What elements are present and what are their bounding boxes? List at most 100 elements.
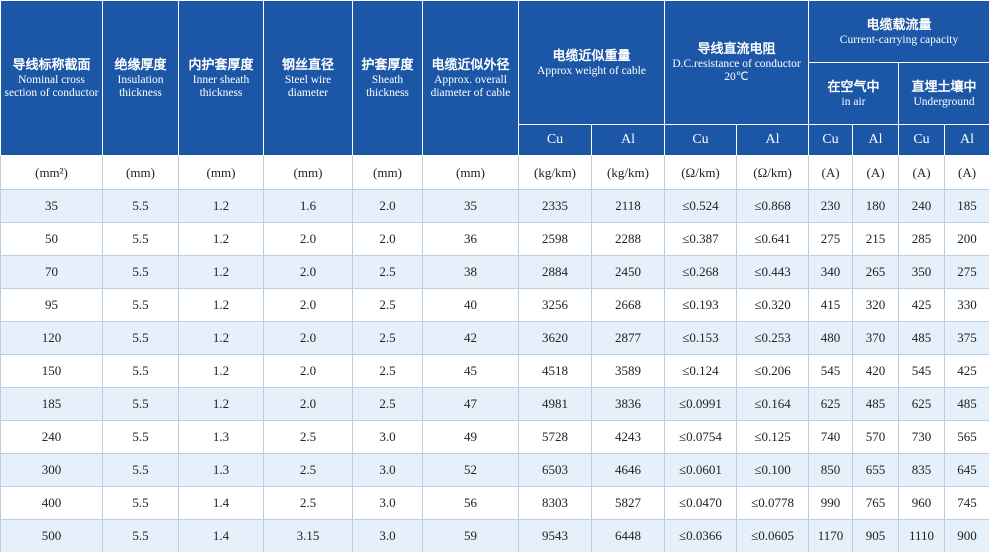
data-cell: 2335: [518, 189, 592, 223]
data-cell: 1.2: [178, 255, 264, 289]
data-cell: 240: [898, 189, 946, 223]
data-cell: ≤0.387: [664, 222, 737, 256]
data-cell: ≤0.124: [664, 354, 737, 388]
data-cell: 2.5: [263, 453, 353, 487]
data-cell: 50: [0, 222, 103, 256]
data-cell: ≤0.164: [735, 387, 810, 421]
data-cell: 485: [852, 387, 900, 421]
data-cell: 3620: [518, 321, 592, 355]
data-cell: 4981: [518, 387, 592, 421]
data-cell: 4518: [518, 354, 592, 388]
data-cell: 2.5: [352, 321, 423, 355]
data-cell: 3.0: [352, 519, 423, 552]
unit-cell: (mm): [263, 155, 353, 190]
data-cell: 835: [898, 453, 946, 487]
data-cell: 5.5: [102, 519, 179, 552]
table-row: 70 5.5 1.2 2.0 2.5 38 2884 2450 ≤0.268 ≤0.443 340 2…: [0, 255, 989, 289]
data-cell: 2288: [591, 222, 665, 256]
data-cell: 59: [422, 519, 519, 552]
data-cell: 545: [898, 354, 946, 388]
table-row: 50 5.5 1.2 2.0 2.0 36 2598 2288 ≤0.387 ≤0.641 275 2…: [0, 222, 989, 256]
data-cell: 625: [898, 387, 946, 421]
data-cell: 1.2: [178, 189, 264, 223]
data-cell: 905: [852, 519, 900, 552]
header-zh: 钢丝直径: [281, 57, 334, 73]
unit-cell: (mm): [102, 155, 179, 190]
data-cell: 9543: [518, 519, 592, 552]
data-cell: 5.5: [102, 420, 179, 454]
data-cell: 1.3: [178, 420, 264, 454]
data-cell: 2.0: [263, 387, 353, 421]
table-row: 95 5.5 1.2 2.0 2.5 40 3256 2668 ≤0.193 ≤0.320 415 3…: [0, 288, 989, 322]
data-cell: 400: [0, 486, 103, 520]
data-cell: ≤0.641: [735, 222, 810, 256]
table-row: 在空气中 in air 直埋土壤中 Underground: [1, 62, 989, 125]
data-cell: 655: [852, 453, 900, 487]
data-cell: 2.0: [352, 189, 423, 223]
data-cell: 2598: [518, 222, 592, 256]
table-row: 400 5.5 1.4 2.5 3.0 56 8303 5827 ≤0.0470 ≤0.0778 9…: [0, 486, 989, 520]
data-cell: 2884: [518, 255, 592, 289]
column-header: 钢丝直径 Steel wire diameter: [263, 0, 353, 156]
header-en: Approx weight of cable: [537, 64, 646, 77]
data-cell: 5728: [518, 420, 592, 454]
data-cell: 3256: [518, 288, 592, 322]
table-row: 导线标称截面 Nominal cross section of conductor…: [0, 0, 989, 156]
material-header: Al: [735, 124, 810, 156]
unit-cell: (A): [898, 155, 946, 190]
data-cell: 36: [422, 222, 519, 256]
data-cell: 485: [944, 387, 989, 421]
data-cell: 1.3: [178, 453, 264, 487]
data-cell: ≤0.443: [735, 255, 810, 289]
data-cell: 1170: [808, 519, 854, 552]
data-cell: 4243: [591, 420, 665, 454]
data-cell: 185: [0, 387, 103, 421]
table-row: 300 5.5 1.3 2.5 3.0 52 6503 4646 ≤0.0601 ≤0.100 85…: [0, 453, 989, 487]
header-zh: 护套厚度: [361, 57, 414, 73]
data-cell: 545: [808, 354, 854, 388]
data-cell: 3.0: [352, 453, 423, 487]
data-cell: 265: [852, 255, 900, 289]
material-header: Al: [591, 124, 665, 156]
data-cell: 1.2: [178, 288, 264, 322]
table-row: Cu Al Cu Al Cu Al Cu Al: [1, 124, 989, 156]
header-zh: 导线直流电阻: [697, 42, 776, 57]
data-cell: 2.5: [263, 420, 353, 454]
data-cell: 1.4: [178, 486, 264, 520]
data-cell: 3589: [591, 354, 665, 388]
data-cell: 2668: [591, 288, 665, 322]
data-cell: ≤0.0601: [664, 453, 737, 487]
unit-cell: (kg/km): [591, 155, 665, 190]
data-cell: 1.2: [178, 387, 264, 421]
data-cell: ≤0.193: [664, 288, 737, 322]
data-cell: 625: [808, 387, 854, 421]
data-cell: 2.5: [352, 387, 423, 421]
data-cell: 5.5: [102, 453, 179, 487]
data-cell: 730: [898, 420, 946, 454]
data-cell: ≤0.153: [664, 321, 737, 355]
data-cell: 2118: [591, 189, 665, 223]
data-cell: 3.15: [263, 519, 353, 552]
data-cell: 2.0: [263, 321, 353, 355]
data-cell: ≤0.0991: [664, 387, 737, 421]
data-cell: 35: [422, 189, 519, 223]
data-cell: ≤0.268: [664, 255, 737, 289]
data-cell: 275: [944, 255, 989, 289]
data-cell: ≤0.206: [735, 354, 810, 388]
data-cell: 5.5: [102, 354, 179, 388]
data-cell: 56: [422, 486, 519, 520]
data-cell: 900: [944, 519, 989, 552]
data-cell: 230: [808, 189, 854, 223]
data-cell: 185: [944, 189, 989, 223]
data-cell: ≤0.0754: [664, 420, 737, 454]
material-header: Al: [944, 124, 989, 156]
header-zh: 内护套厚度: [188, 57, 254, 73]
unit-cell: (mm): [422, 155, 519, 190]
data-cell: ≤0.868: [735, 189, 810, 223]
data-cell: 8303: [518, 486, 592, 520]
header-en: D.C.resistance of conductor 20℃: [672, 58, 801, 83]
data-cell: 45: [422, 354, 519, 388]
table-row: 35 5.5 1.2 1.6 2.0 35 2335 2118 ≤0.524 ≤0.868 230 1…: [0, 189, 989, 223]
